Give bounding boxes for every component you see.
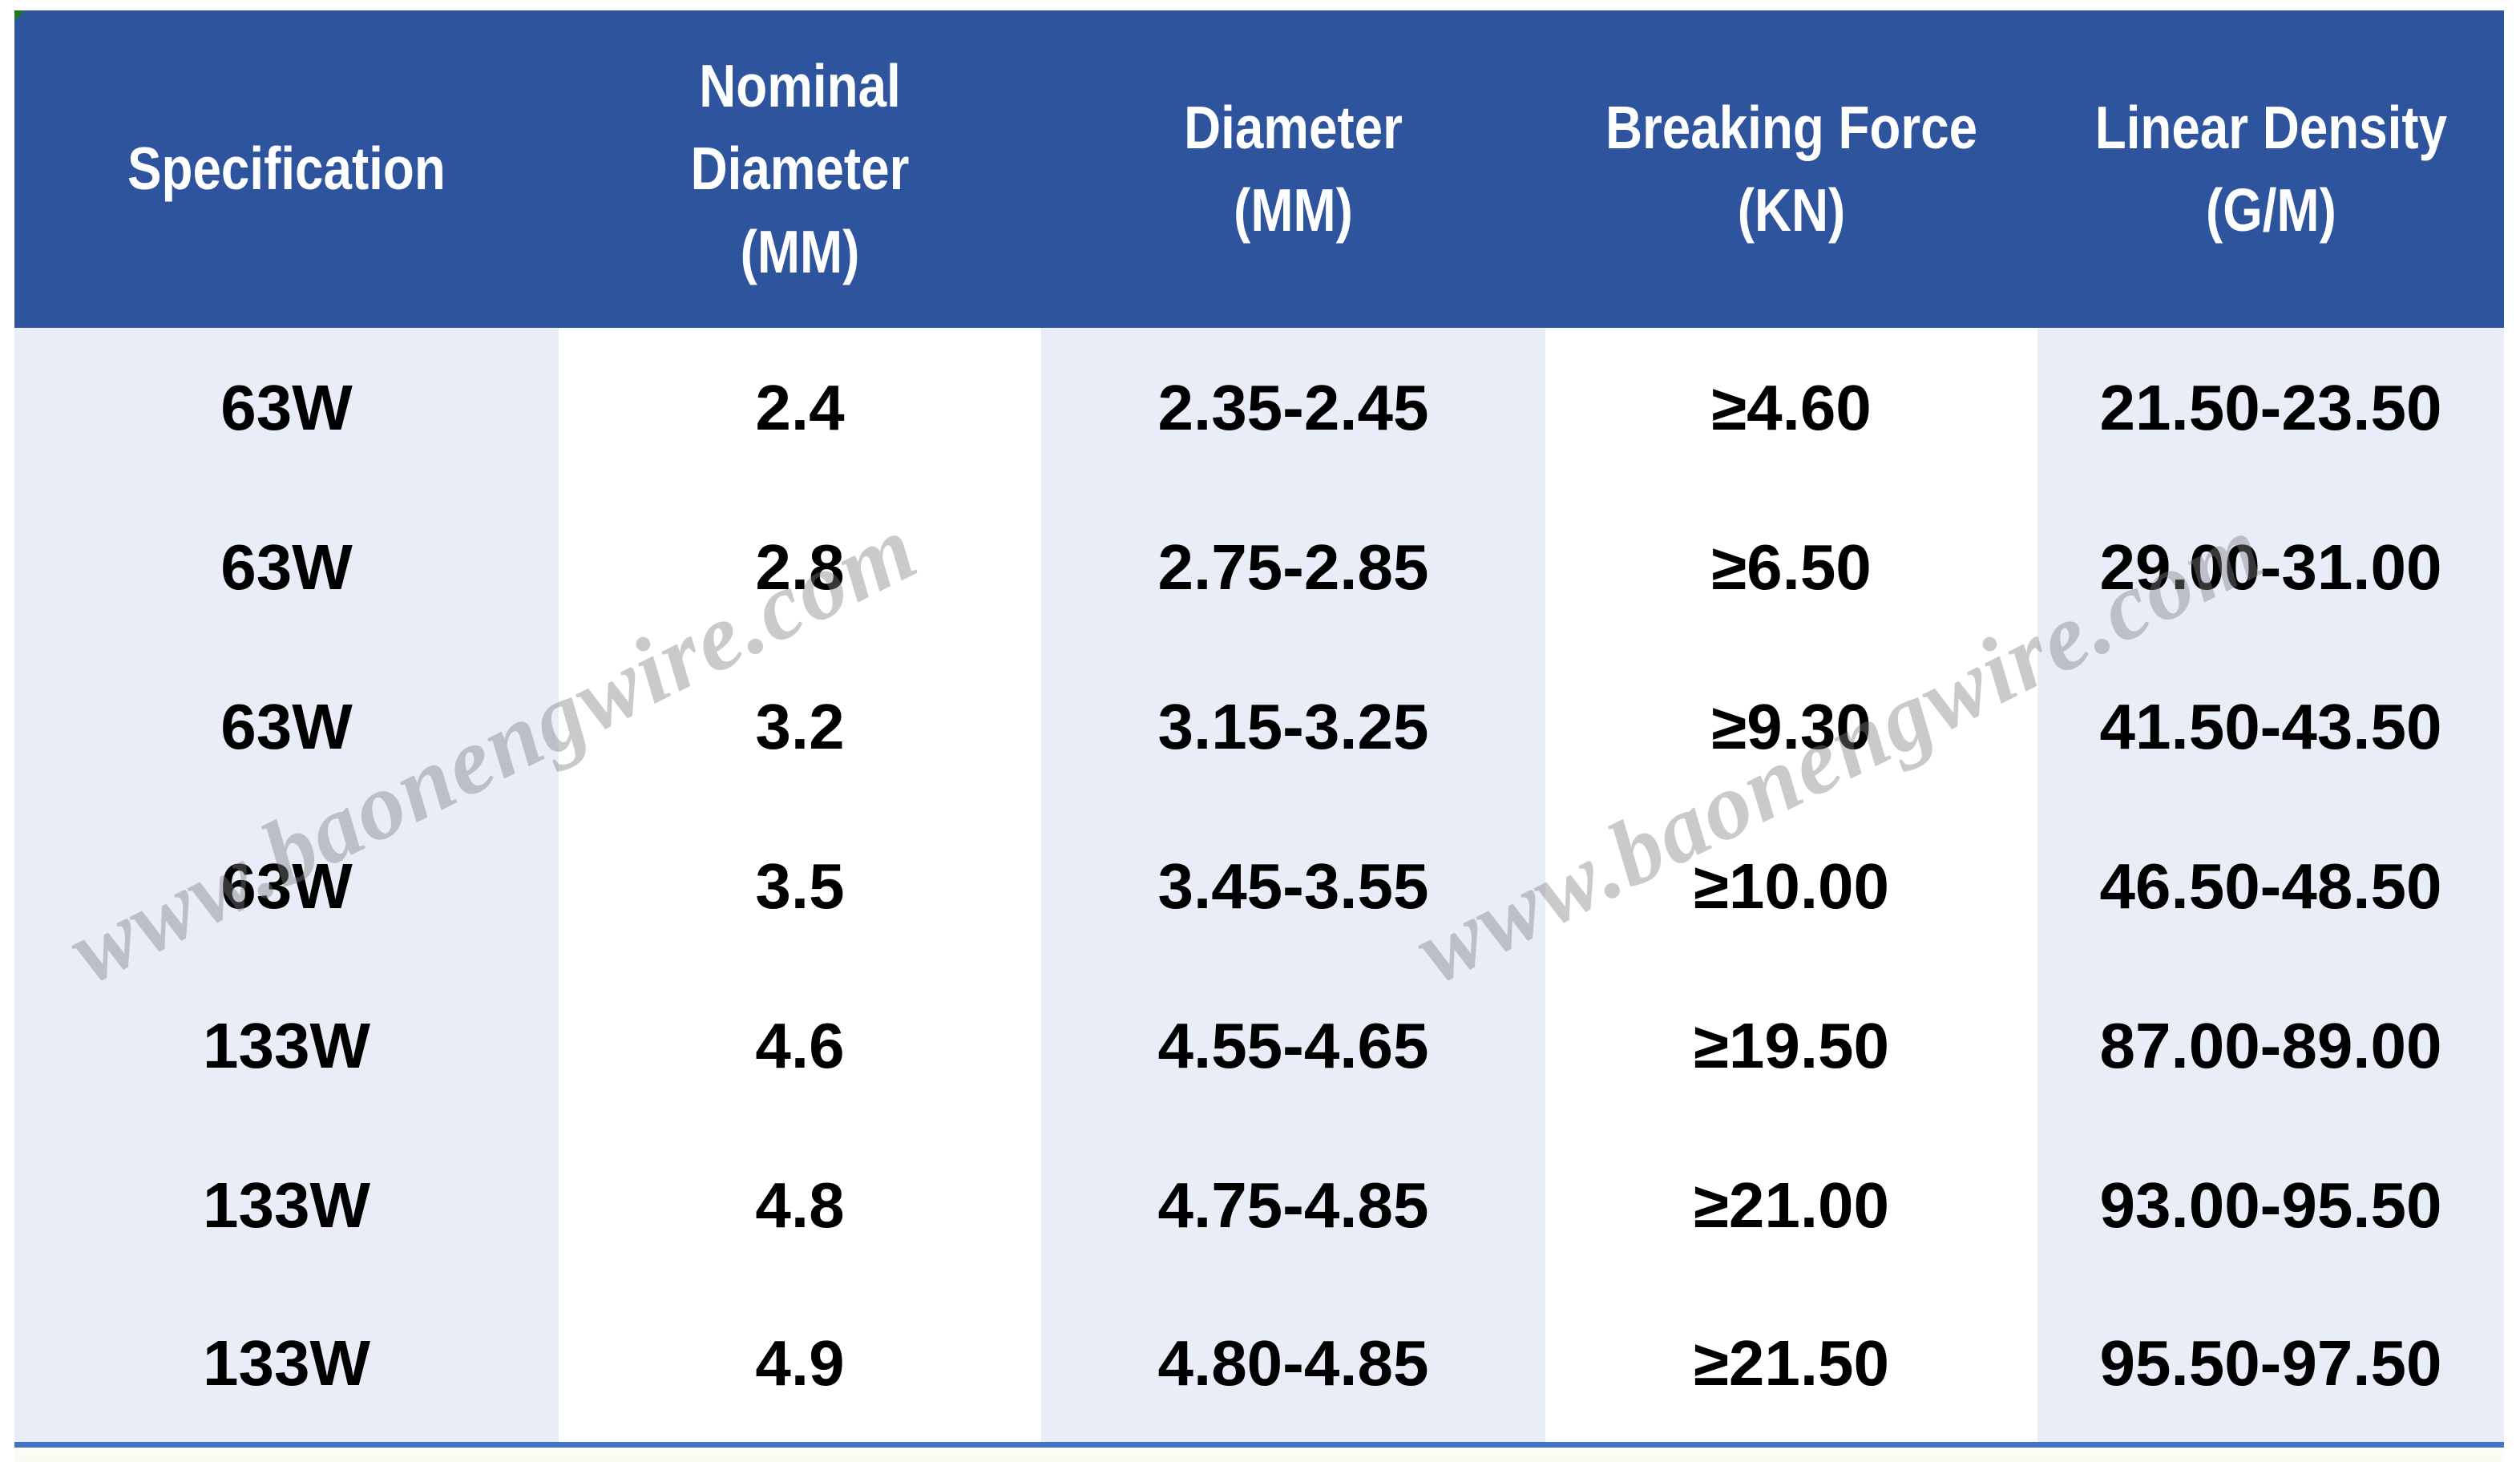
cell-diameter: 4.80-4.85 — [1041, 1285, 1545, 1444]
column-header-unit: (G/M) — [2205, 176, 2336, 244]
cell-linear-density: 21.50-23.50 — [2037, 328, 2504, 487]
column-header-label: Nominal Diameter — [690, 51, 910, 203]
table-row: 133W 4.8 4.75-4.85 ≥21.00 93.00-95.50 — [14, 1125, 2504, 1285]
table-row: 133W 4.9 4.80-4.85 ≥21.50 95.50-97.50 — [14, 1285, 2504, 1444]
table-row: 63W 3.5 3.45-3.55 ≥10.00 46.50-48.50 — [14, 806, 2504, 966]
table-row: 133W 4.6 4.55-4.65 ≥19.50 87.00-89.00 — [14, 966, 2504, 1125]
cell-specification: 133W — [14, 966, 559, 1125]
cell-diameter: 4.75-4.85 — [1041, 1125, 1545, 1285]
header-row: Specification Nominal Diameter (MM) Diam… — [14, 10, 2504, 328]
cell-breaking-force: ≥19.50 — [1545, 966, 2037, 1125]
cell-diameter: 3.15-3.25 — [1041, 647, 1545, 806]
column-header-label: Specification — [127, 135, 446, 203]
column-header-label: Breaking Force — [1605, 93, 1978, 161]
cell-specification: 63W — [14, 328, 559, 487]
column-header-unit: (MM) — [1234, 176, 1353, 244]
table-row: 63W 3.2 3.15-3.25 ≥9.30 41.50-43.50 — [14, 647, 2504, 806]
column-header-label: Linear Density — [2094, 93, 2447, 161]
cell-nominal-diameter: 2.4 — [559, 328, 1041, 487]
cell-breaking-force: ≥6.50 — [1545, 487, 2037, 647]
cell-diameter: 3.45-3.55 — [1041, 806, 1545, 966]
bottom-strip — [14, 1450, 2504, 1462]
cell-linear-density: 29.00-31.00 — [2037, 487, 2504, 647]
header-corner-marker — [14, 10, 25, 21]
column-header-label: Diameter — [1184, 93, 1403, 161]
cell-linear-density: 93.00-95.50 — [2037, 1125, 2504, 1285]
cell-diameter: 2.35-2.45 — [1041, 328, 1545, 487]
column-header-unit: (KN) — [1737, 176, 1846, 244]
spec-table: Specification Nominal Diameter (MM) Diam… — [14, 10, 2504, 1448]
cell-linear-density: 95.50-97.50 — [2037, 1285, 2504, 1444]
column-header-nominal-diameter: Nominal Diameter (MM) — [559, 10, 1041, 328]
cell-specification: 63W — [14, 806, 559, 966]
cell-nominal-diameter: 4.6 — [559, 966, 1041, 1125]
cell-breaking-force: ≥4.60 — [1545, 328, 2037, 487]
cell-breaking-force: ≥10.00 — [1545, 806, 2037, 966]
cell-nominal-diameter: 3.5 — [559, 806, 1041, 966]
cell-diameter: 2.75-2.85 — [1041, 487, 1545, 647]
cell-specification: 133W — [14, 1285, 559, 1444]
column-header-specification: Specification — [14, 10, 559, 328]
cell-specification: 63W — [14, 487, 559, 647]
cell-specification: 63W — [14, 647, 559, 806]
table-row: 63W 2.4 2.35-2.45 ≥4.60 21.50-23.50 — [14, 328, 2504, 487]
table-row: 63W 2.8 2.75-2.85 ≥6.50 29.00-31.00 — [14, 487, 2504, 647]
column-header-unit: (MM) — [740, 217, 860, 285]
cell-diameter: 4.55-4.65 — [1041, 966, 1545, 1125]
cell-nominal-diameter: 2.8 — [559, 487, 1041, 647]
cell-specification: 133W — [14, 1125, 559, 1285]
cell-nominal-diameter: 4.8 — [559, 1125, 1041, 1285]
column-header-linear-density: Linear Density (G/M) — [2037, 10, 2504, 328]
column-header-diameter: Diameter (MM) — [1041, 10, 1545, 328]
cell-breaking-force: ≥9.30 — [1545, 647, 2037, 806]
cell-breaking-force: ≥21.00 — [1545, 1125, 2037, 1285]
cell-linear-density: 46.50-48.50 — [2037, 806, 2504, 966]
cell-nominal-diameter: 3.2 — [559, 647, 1041, 806]
cell-nominal-diameter: 4.9 — [559, 1285, 1041, 1444]
cell-breaking-force: ≥21.50 — [1545, 1285, 2037, 1444]
column-header-breaking-force: Breaking Force (KN) — [1545, 10, 2037, 328]
cell-linear-density: 87.00-89.00 — [2037, 966, 2504, 1125]
cell-linear-density: 41.50-43.50 — [2037, 647, 2504, 806]
